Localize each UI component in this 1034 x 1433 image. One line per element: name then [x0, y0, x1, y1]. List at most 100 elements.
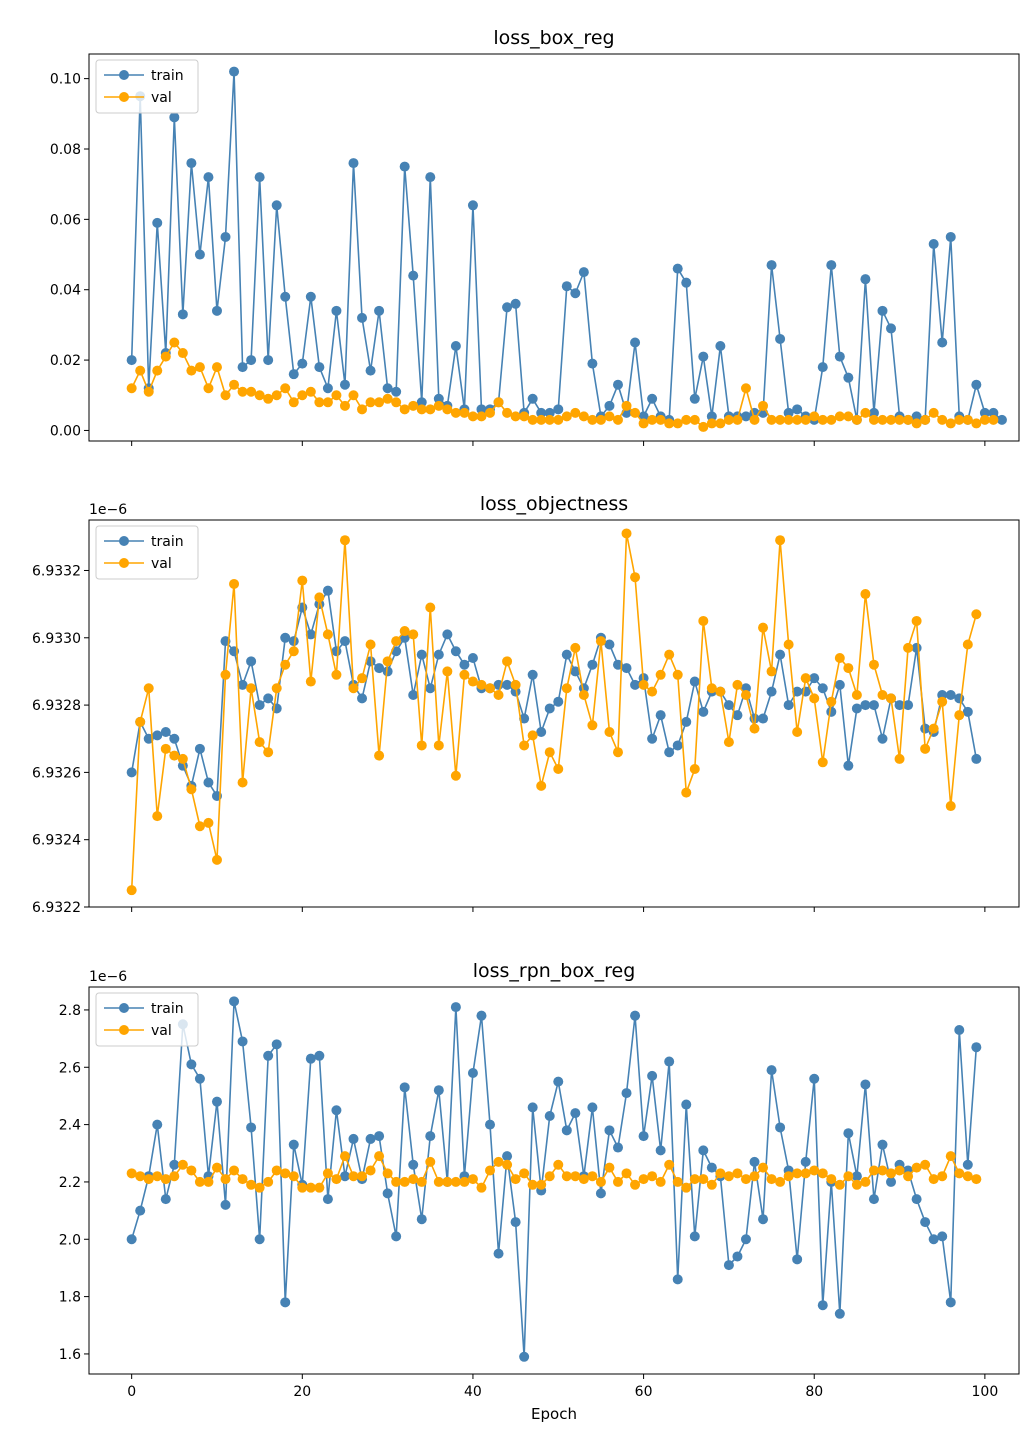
data-point-val — [630, 407, 641, 418]
data-point-train — [681, 716, 692, 727]
data-point-val — [792, 1168, 803, 1179]
data-point-val — [297, 390, 308, 401]
data-point-train — [126, 355, 137, 366]
data-point-train — [587, 1102, 598, 1113]
legend-label-val: val — [151, 556, 172, 572]
data-point-val — [920, 1159, 931, 1170]
data-point-val — [647, 1171, 658, 1182]
data-point-train — [425, 172, 436, 183]
data-point-val — [425, 602, 436, 613]
data-point-val — [749, 1171, 760, 1182]
data-point-val — [621, 1168, 632, 1179]
data-point-train — [467, 652, 478, 663]
data-point-val — [868, 659, 879, 670]
data-point-train — [860, 700, 871, 711]
data-point-val — [826, 414, 837, 425]
series-val — [126, 1151, 982, 1193]
data-point-train — [570, 288, 581, 299]
data-point-val — [945, 418, 956, 429]
data-point-val — [263, 747, 274, 758]
data-point-val — [229, 1165, 240, 1176]
y-tick-label: 1.6 — [59, 1347, 81, 1363]
y-tick-label: 0.02 — [50, 353, 81, 369]
series-train — [126, 996, 982, 1362]
data-point-val — [357, 1171, 368, 1182]
data-point-train — [689, 1231, 700, 1242]
data-point-train — [263, 1050, 274, 1061]
data-point-val — [485, 1165, 496, 1176]
y-tick-label: 6.9328 — [32, 698, 81, 714]
data-point-val — [860, 589, 871, 600]
data-point-train — [672, 263, 683, 274]
data-point-train — [365, 656, 376, 667]
data-point-train — [322, 383, 333, 394]
data-point-val — [971, 609, 982, 620]
data-point-val — [348, 1171, 359, 1182]
data-point-train — [211, 1096, 222, 1107]
data-point-train — [536, 727, 547, 738]
series-line-train — [130, 71, 1003, 422]
data-point-val — [928, 1174, 939, 1185]
data-point-train — [954, 693, 965, 704]
data-point-train — [826, 260, 837, 271]
legend-label-train: train — [151, 534, 184, 550]
data-point-train — [374, 1131, 385, 1142]
data-point-train — [459, 659, 470, 670]
data-point-val — [425, 404, 436, 415]
data-point-val — [903, 642, 914, 653]
data-point-train — [903, 700, 914, 711]
data-point-val — [246, 1179, 257, 1190]
data-point-val — [903, 414, 914, 425]
data-point-val — [595, 1176, 606, 1187]
data-point-val — [126, 885, 137, 896]
data-point-val — [169, 750, 180, 761]
data-point-train — [229, 996, 240, 1007]
data-point-train — [962, 706, 973, 717]
data-point-val — [433, 1176, 444, 1187]
data-point-val — [715, 418, 726, 429]
data-point-val — [502, 407, 513, 418]
data-point-val — [578, 689, 589, 700]
x-tick-label: 20 — [293, 1384, 311, 1400]
data-point-val — [442, 1176, 453, 1187]
data-point-val — [945, 801, 956, 812]
data-point-val — [365, 639, 376, 650]
data-point-val — [826, 696, 837, 707]
data-point-train — [357, 312, 368, 323]
data-point-val — [894, 1165, 905, 1176]
data-point-train — [229, 66, 240, 77]
data-point-val — [450, 770, 461, 781]
axes-frame — [88, 53, 1020, 442]
data-point-val — [894, 414, 905, 425]
data-point-train — [271, 200, 282, 211]
data-point-train — [945, 231, 956, 242]
data-point-train — [502, 302, 513, 313]
data-point-train — [186, 158, 197, 169]
data-point-train — [604, 400, 615, 411]
data-point-train — [706, 411, 717, 422]
data-point-val — [612, 414, 623, 425]
data-point-train — [971, 1042, 982, 1053]
legend: train val — [95, 992, 199, 1047]
data-point-train — [246, 355, 257, 366]
data-point-train — [194, 249, 205, 260]
data-point-val — [775, 1176, 786, 1187]
data-point-train — [348, 158, 359, 169]
data-point-train — [280, 632, 291, 643]
data-point-train — [544, 703, 555, 714]
data-point-train — [612, 659, 623, 670]
data-point-train — [357, 693, 368, 704]
data-point-val — [399, 626, 410, 637]
data-point-train — [339, 636, 350, 647]
data-point-train — [834, 1308, 845, 1319]
data-point-train — [570, 666, 581, 677]
legend-marker-train — [119, 536, 129, 546]
chart-2: loss_objectness 1e−6 6.9322 6.9324 6.9326 6.9… — [32, 493, 1020, 916]
data-point-train — [937, 1231, 948, 1242]
data-point-val — [220, 669, 231, 680]
data-point-train — [911, 642, 922, 653]
data-point-val — [288, 646, 299, 657]
data-point-train — [689, 393, 700, 404]
data-point-val — [766, 666, 777, 677]
data-point-train — [314, 362, 325, 373]
